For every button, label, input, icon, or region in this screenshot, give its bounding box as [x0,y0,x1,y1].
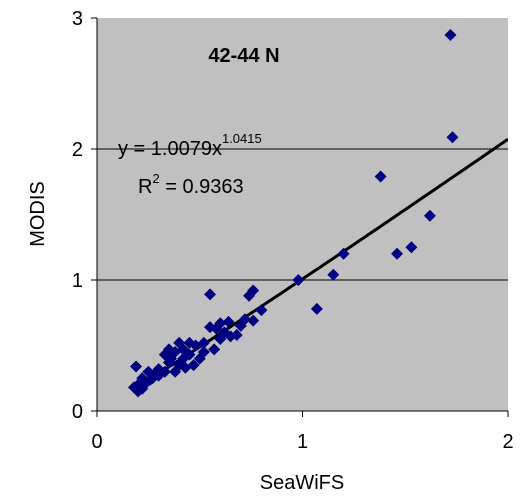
point [446,131,459,144]
point [444,29,457,42]
point [146,372,159,385]
point [169,365,182,378]
r-sup: 2 [152,171,159,186]
chart-title: 42-44 N [208,45,279,67]
trend-equation: y = 1.0079x1.0415 [118,131,262,160]
point [177,352,190,365]
exponent: 1.0415 [222,131,262,146]
point [234,319,247,332]
point [204,288,217,301]
point [247,314,260,327]
point [204,321,217,334]
x-tick-label: 1 [297,431,308,453]
point [197,346,210,359]
x-axis-label: SeaWiFS [260,472,344,494]
point [214,332,227,345]
point [230,329,243,342]
point [136,382,149,395]
point [158,365,171,378]
point [405,241,418,254]
equation: y = 1.0079x [118,138,222,160]
point [292,274,305,286]
x-tick-label: 2 [502,431,513,453]
y-tick-label: 1 [72,270,83,292]
y-tick-label: 2 [72,139,83,161]
x-tick-label: 0 [91,431,102,453]
r-value: = 0.9363 [160,176,244,198]
y-tick-label: 0 [72,401,83,423]
point [222,315,235,328]
point [374,170,387,183]
point [391,247,404,260]
point [310,302,323,315]
point [183,336,196,349]
point [243,289,256,302]
point [130,360,143,373]
r-squared: R2 = 0.9363 [138,171,244,198]
plot-background [97,18,508,411]
point [423,209,436,222]
point [337,247,350,260]
y-axis-label: MODIS [27,181,49,247]
point [208,343,221,356]
point [327,268,340,281]
point [164,352,177,365]
y-tick-label: 3 [72,8,83,30]
point [255,304,268,317]
r-base: R [138,176,152,198]
